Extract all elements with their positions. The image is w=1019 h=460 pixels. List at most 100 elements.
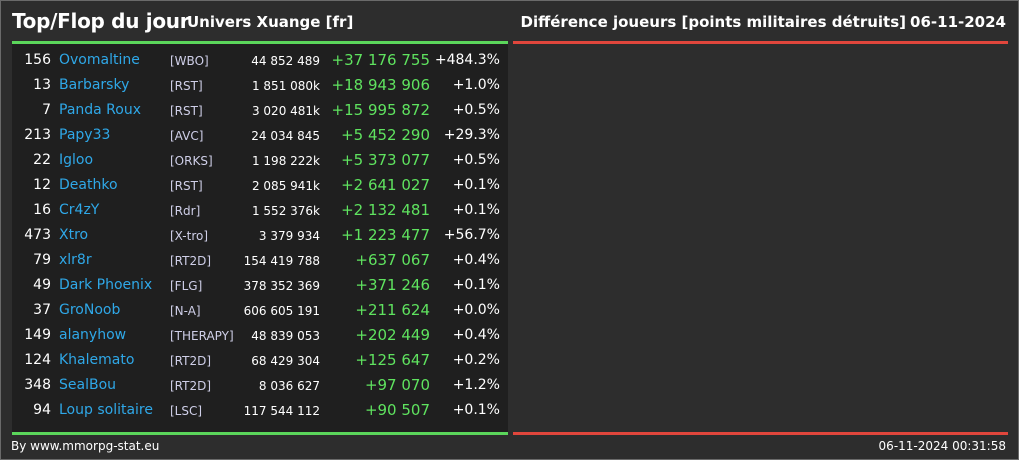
percent-cell: +0.1% <box>452 177 500 193</box>
table-row: 124 Khalemato [RT2D] 68 429 304 +125 647 +0.2… <box>12 348 508 373</box>
rank-cell: 473 <box>24 227 51 243</box>
points-cell: 2 085 941k <box>251 179 320 193</box>
rank-cell: 13 <box>33 77 51 93</box>
source-credit[interactable]: By www.mmorpg-stat.eu <box>11 439 160 453</box>
table-row: 94 Loup solitaire [LSC] 117 544 112 +90 507 +… <box>12 398 508 423</box>
player-name-link[interactable]: Panda Roux <box>59 102 142 118</box>
alliance-tag: [RT2D] <box>170 254 212 268</box>
table-row: 156 Ovomaltine [WBO] 44 852 489 +37 176 755 +… <box>12 48 508 73</box>
points-cell: 1 851 080k <box>251 79 320 93</box>
alliance-tag: [FLG] <box>170 279 203 293</box>
percent-cell: +29.3% <box>443 127 500 143</box>
rank-cell: 94 <box>33 402 51 418</box>
alliance-tag: [AVC] <box>170 129 204 143</box>
points-cell: 378 352 369 <box>243 279 320 293</box>
points-cell: 1 552 376k <box>251 204 320 218</box>
difference-cell: +125 647 <box>355 351 430 369</box>
points-cell: 48 839 053 <box>251 329 320 343</box>
points-cell: 68 429 304 <box>251 354 320 368</box>
points-cell: 117 544 112 <box>243 404 320 418</box>
alliance-tag: [RT2D] <box>170 354 212 368</box>
table-row: 79 xlr8r [RT2D] 154 419 788 +637 067 +0.4% <box>12 248 508 273</box>
player-name-link[interactable]: Loup solitaire <box>59 402 153 418</box>
table-row: 22 Igloo [ORKS] 1 198 222k +5 373 077 +0.5% <box>12 148 508 173</box>
points-cell: 44 852 489 <box>251 54 320 68</box>
generated-timestamp: 06-11-2024 00:31:58 <box>878 439 1006 453</box>
alliance-tag: [RST] <box>170 179 203 193</box>
table-row: 49 Dark Phoenix [FLG] 378 352 369 +371 246 +0… <box>12 273 508 298</box>
player-name-link[interactable]: Xtro <box>59 227 89 243</box>
percent-cell: +0.2% <box>452 352 500 368</box>
flop-players-panel <box>513 44 1008 432</box>
table-row: 12 Deathko [RST] 2 085 941k +2 641 027 +0.1% <box>12 173 508 198</box>
player-name-link[interactable]: Papy33 <box>59 127 111 143</box>
rank-cell: 79 <box>33 252 51 268</box>
alliance-tag: [WBO] <box>170 54 209 68</box>
rank-cell: 156 <box>24 52 51 68</box>
rank-cell: 348 <box>24 377 51 393</box>
player-name-link[interactable]: Deathko <box>59 177 118 193</box>
alliance-tag: [N-A] <box>170 304 201 318</box>
rank-cell: 149 <box>24 327 51 343</box>
points-cell: 3 379 934 <box>258 229 320 243</box>
table-row: 16 Cr4zY [Rdr] 1 552 376k +2 132 481 +0.1% <box>12 198 508 223</box>
difference-cell: +37 176 755 <box>331 51 430 69</box>
table-row: 473 Xtro [X-tro] 3 379 934 +1 223 477 +56.7% <box>12 223 508 248</box>
difference-cell: +97 070 <box>364 376 430 394</box>
player-name-link[interactable]: Dark Phoenix <box>59 277 153 293</box>
player-name-link[interactable]: GroNoob <box>59 302 121 318</box>
percent-cell: +1.2% <box>452 377 500 393</box>
player-name-link[interactable]: Khalemato <box>59 352 135 368</box>
alliance-tag: [RT2D] <box>170 379 212 393</box>
bottom-divider-red <box>513 432 1008 435</box>
table-row: 149 alanyhow [THERAPY] 48 839 053 +202 449 +0… <box>12 323 508 348</box>
difference-cell: +1 223 477 <box>341 226 430 244</box>
percent-cell: +0.1% <box>452 402 500 418</box>
points-cell: 1 198 222k <box>251 154 320 168</box>
rank-cell: 49 <box>33 277 51 293</box>
player-name-link[interactable]: Cr4zY <box>59 202 100 218</box>
player-name-link[interactable]: alanyhow <box>59 327 127 343</box>
date-label: 06-11-2024 <box>910 13 1006 31</box>
player-name-link[interactable]: Ovomaltine <box>59 52 140 68</box>
table-row: 37 GroNoob [N-A] 606 605 191 +211 624 +0.0% <box>12 298 508 323</box>
top-divider-red <box>513 41 1008 44</box>
difference-cell: +5 452 290 <box>341 126 430 144</box>
percent-cell: +0.4% <box>452 327 500 343</box>
player-name-link[interactable]: Igloo <box>59 152 94 168</box>
table-row: 348 SealBou [RT2D] 8 036 627 +97 070 +1.2% <box>12 373 508 398</box>
difference-cell: +211 624 <box>355 301 430 319</box>
alliance-tag: [RST] <box>170 79 203 93</box>
bottom-divider-green <box>12 432 508 435</box>
percent-cell: +56.7% <box>443 227 500 243</box>
alliance-tag: [LSC] <box>170 404 203 418</box>
table-row: 213 Papy33 [AVC] 24 034 845 +5 452 290 +29.3% <box>12 123 508 148</box>
percent-cell: +0.5% <box>452 152 500 168</box>
difference-cell: +2 132 481 <box>341 201 430 219</box>
player-name-link[interactable]: Barbarsky <box>59 77 130 93</box>
percent-cell: +0.5% <box>452 102 500 118</box>
points-cell: 3 020 481k <box>251 104 320 118</box>
difference-cell: +637 067 <box>355 251 430 269</box>
alliance-tag: [ORKS] <box>170 154 213 168</box>
points-cell: 154 419 788 <box>243 254 320 268</box>
alliance-tag: [Rdr] <box>170 204 201 218</box>
points-cell: 8 036 627 <box>258 379 320 393</box>
alliance-tag: [X-tro] <box>170 229 209 243</box>
table-row: 7 Panda Roux [RST] 3 020 481k +15 995 872 +0.… <box>12 98 508 123</box>
rank-cell: 37 <box>33 302 51 318</box>
alliance-tag: [THERAPY] <box>170 329 234 343</box>
rank-cell: 124 <box>24 352 51 368</box>
top-divider-green <box>12 41 508 44</box>
difference-cell: +371 246 <box>355 276 430 294</box>
rank-cell: 213 <box>24 127 51 143</box>
rank-cell: 22 <box>33 152 51 168</box>
table-row: 13 Barbarsky [RST] 1 851 080k +18 943 906 +1.… <box>12 73 508 98</box>
player-name-link[interactable]: xlr8r <box>59 252 92 268</box>
percent-cell: +484.3% <box>434 52 500 68</box>
percent-cell: +1.0% <box>452 77 500 93</box>
universe-label: Univers Xuange [fr] <box>187 13 354 31</box>
difference-cell: +90 507 <box>364 401 430 419</box>
player-name-link[interactable]: SealBou <box>59 377 117 393</box>
alliance-tag: [RST] <box>170 104 203 118</box>
